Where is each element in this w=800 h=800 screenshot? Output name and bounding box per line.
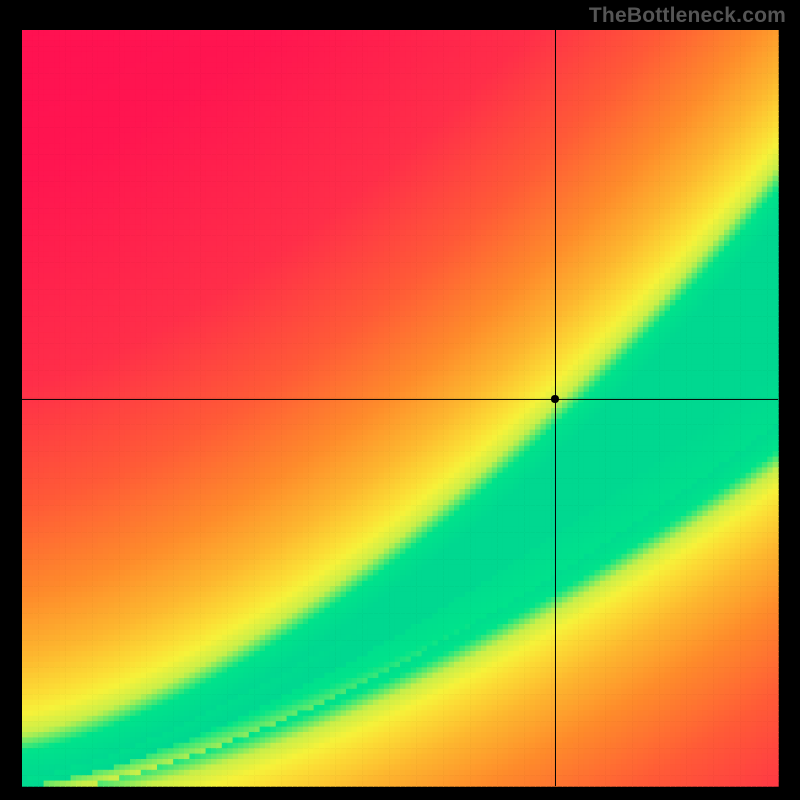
watermark-text: TheBottleneck.com [589,4,786,28]
figure-root: TheBottleneck.com [0,0,800,800]
heatmap-canvas [0,0,800,800]
